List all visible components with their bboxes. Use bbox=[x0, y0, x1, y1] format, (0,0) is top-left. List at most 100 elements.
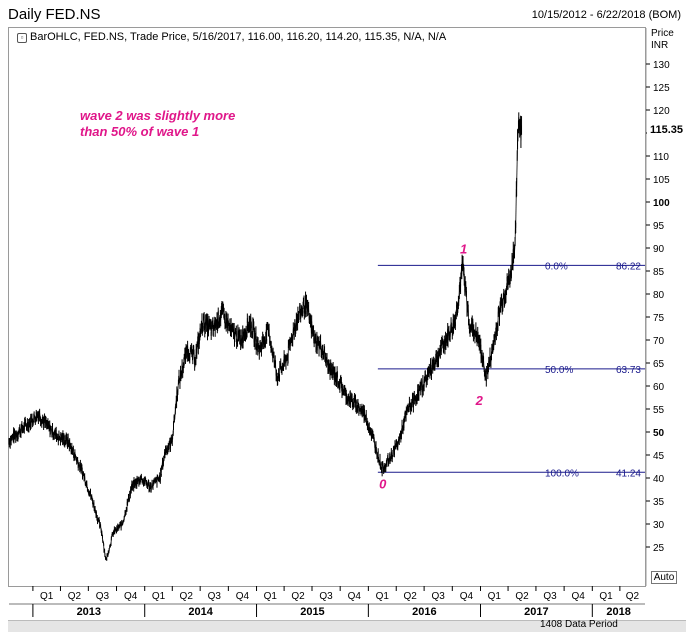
x-quarter-label: Q3 bbox=[543, 591, 557, 602]
x-quarter-label: Q4 bbox=[236, 591, 250, 602]
price-bar-connector bbox=[468, 322, 470, 325]
price-bar-connector bbox=[110, 544, 112, 546]
price-bar-connector bbox=[104, 554, 106, 559]
price-bar-connector bbox=[449, 328, 452, 338]
y-tick-label: 80 bbox=[653, 290, 665, 301]
price-bar-connector bbox=[420, 381, 423, 388]
price-bar-connector bbox=[270, 346, 273, 350]
wave-label-1: 1 bbox=[460, 241, 467, 256]
y-tick-label: 110 bbox=[653, 152, 669, 163]
price-bar-connector bbox=[223, 313, 226, 319]
x-year-label: 2017 bbox=[524, 606, 548, 618]
price-bar-connector bbox=[348, 395, 350, 399]
price-bar-connector bbox=[340, 379, 342, 383]
price-bar-connector bbox=[284, 357, 287, 360]
chart-header: Daily FED.NS 10/15/2012 - 6/22/2018 (BOM… bbox=[0, 0, 691, 28]
chart-settings-icon[interactable]: ▫ bbox=[17, 33, 27, 43]
x-quarter-label: Q4 bbox=[460, 591, 474, 602]
price-bar-connector bbox=[518, 117, 520, 126]
fib-level-value: 41.24 bbox=[616, 468, 641, 479]
price-bar-connector bbox=[177, 382, 179, 393]
price-bar-connector bbox=[162, 463, 164, 468]
y-tick-label: 50 bbox=[653, 428, 665, 439]
price-bar-connector bbox=[326, 357, 329, 363]
price-bar-connector bbox=[224, 324, 226, 327]
x-quarter-label: Q4 bbox=[572, 591, 586, 602]
price-bar-connector bbox=[500, 300, 502, 308]
price-bar-connector bbox=[328, 364, 331, 368]
x-quarter-label: Q4 bbox=[124, 591, 138, 602]
y-tick-label: 40 bbox=[653, 474, 665, 485]
x-quarter-label: Q1 bbox=[599, 591, 613, 602]
price-bar-connector bbox=[204, 327, 206, 333]
annotation-line-2: than 50% of wave 1 bbox=[80, 124, 200, 139]
y-axis-header: Price INR bbox=[651, 28, 674, 52]
last-price-label: 115.35 bbox=[647, 123, 690, 138]
price-bar-connector bbox=[514, 241, 516, 254]
price-bar-connector bbox=[246, 334, 248, 337]
price-bar-connector bbox=[490, 355, 492, 363]
price-bar-connector bbox=[496, 325, 499, 332]
price-bar-connector bbox=[397, 441, 399, 447]
y-tick-label: 25 bbox=[653, 543, 665, 554]
x-quarter-label: Q1 bbox=[40, 591, 54, 602]
y-tick-label: 70 bbox=[653, 336, 665, 347]
auto-scale-button[interactable]: Auto bbox=[651, 571, 677, 584]
y-tick-label: 95 bbox=[653, 221, 665, 232]
y-tick-label: 120 bbox=[653, 106, 670, 117]
price-bar-connector bbox=[123, 515, 126, 518]
price-bar-connector bbox=[445, 338, 447, 346]
price-bar-connector bbox=[122, 520, 125, 522]
price-bar-connector bbox=[127, 500, 129, 504]
price-bar-connector bbox=[191, 351, 193, 355]
fib-level-percent: 50.0% bbox=[545, 365, 573, 376]
price-bar-connector bbox=[464, 283, 467, 286]
x-quarter-label: Q2 bbox=[515, 591, 529, 602]
x-year-label: 2014 bbox=[188, 606, 213, 618]
price-bar-connector bbox=[65, 435, 68, 438]
price-bar-connector bbox=[455, 314, 457, 316]
x-year-label: 2016 bbox=[412, 606, 436, 618]
price-bar-connector bbox=[494, 332, 497, 343]
y-tick-label: 30 bbox=[653, 520, 665, 531]
chart-plot-area[interactable] bbox=[8, 27, 646, 587]
price-bar-connector bbox=[382, 463, 384, 470]
x-quarter-label: Q1 bbox=[152, 591, 166, 602]
y-tick-label: 55 bbox=[653, 405, 665, 416]
price-bar-connector bbox=[125, 512, 127, 515]
fib-level-value: 86.22 bbox=[616, 261, 641, 272]
x-quarter-label: Q3 bbox=[319, 591, 333, 602]
x-year-label: 2018 bbox=[606, 606, 630, 618]
data-period-label: 1408 Data Period bbox=[540, 619, 618, 630]
price-bar-connector bbox=[34, 419, 37, 423]
price-bar-connector bbox=[212, 327, 215, 331]
price-bar-connector bbox=[166, 449, 169, 454]
price-bar-connector bbox=[333, 369, 335, 373]
price-bar-connector bbox=[113, 531, 115, 533]
price-bar-connector bbox=[373, 439, 376, 445]
y-tick-label: 85 bbox=[653, 267, 665, 278]
x-quarter-label: Q3 bbox=[208, 591, 222, 602]
price-bar-connector bbox=[451, 329, 454, 334]
price-bar-connector bbox=[114, 529, 116, 534]
x-quarter-label: Q2 bbox=[291, 591, 305, 602]
price-bar-connector bbox=[101, 532, 103, 537]
price-bar-connector bbox=[505, 290, 507, 296]
chart-title: Daily FED.NS bbox=[8, 6, 101, 23]
time-scrollbar[interactable] bbox=[8, 620, 686, 632]
x-year-label: 2015 bbox=[300, 606, 324, 618]
fib-level-percent: 0.0% bbox=[545, 261, 568, 272]
y-axis-currency-label: INR bbox=[651, 40, 669, 51]
annotation-line-1: wave 2 was slightly more bbox=[80, 108, 236, 123]
x-quarter-label: Q1 bbox=[488, 591, 502, 602]
price-bar-connector bbox=[520, 125, 522, 141]
price-bar-connector bbox=[345, 392, 348, 400]
price-bar-connector bbox=[308, 308, 310, 320]
fib-level-value: 63.73 bbox=[616, 365, 641, 376]
x-quarter-label: Q4 bbox=[348, 591, 362, 602]
y-tick-label: 100 bbox=[653, 198, 670, 209]
price-bar-connector bbox=[517, 126, 519, 136]
x-year-label: 2013 bbox=[77, 606, 101, 618]
y-tick-label: 60 bbox=[653, 382, 665, 393]
